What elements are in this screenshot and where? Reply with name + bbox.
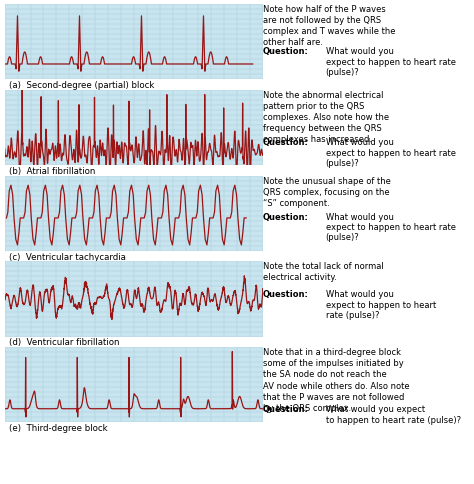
Text: (a)  Second-degree (partial) block: (a) Second-degree (partial) block — [9, 81, 155, 90]
Text: Question:: Question: — [263, 138, 309, 147]
Text: (c)  Ventricular tachycardia: (c) Ventricular tachycardia — [9, 252, 126, 261]
Text: What would you
expect to happen to heart rate
(pulse)?: What would you expect to happen to heart… — [326, 47, 456, 77]
Text: What would you expect
to happen to heart rate (pulse)?: What would you expect to happen to heart… — [326, 404, 461, 424]
Text: What would you
expect to happen to heart rate
(pulse)?: What would you expect to happen to heart… — [326, 138, 456, 167]
Text: What would you
expect to happen to heart rate
(pulse)?: What would you expect to happen to heart… — [326, 212, 456, 242]
Text: Note that in a third-degree block
some of the impulses initiated by
the SA node : Note that in a third-degree block some o… — [263, 348, 410, 412]
Text: What would you
expect to happen to heart
rate (pulse)?: What would you expect to happen to heart… — [326, 289, 436, 319]
Text: (e)  Third-degree block: (e) Third-degree block — [9, 424, 108, 432]
Text: Note how half of the P waves
are not followed by the QRS
complex and T waves whi: Note how half of the P waves are not fol… — [263, 5, 396, 47]
Text: Question:: Question: — [263, 404, 309, 413]
Text: Note the abnormal electrical
pattern prior to the QRS
complexes. Also note how t: Note the abnormal electrical pattern pri… — [263, 91, 389, 144]
Text: Note the unusual shape of the
QRS complex, focusing on the
“S” component.: Note the unusual shape of the QRS comple… — [263, 176, 391, 207]
Text: Question:: Question: — [263, 212, 309, 221]
Text: (b)  Atrial fibrillation: (b) Atrial fibrillation — [9, 166, 96, 175]
Text: Question:: Question: — [263, 289, 309, 299]
Text: Note the total lack of normal
electrical activity.: Note the total lack of normal electrical… — [263, 262, 384, 282]
Text: Question:: Question: — [263, 47, 309, 56]
Text: (d)  Ventricular fibrillation: (d) Ventricular fibrillation — [9, 338, 120, 347]
